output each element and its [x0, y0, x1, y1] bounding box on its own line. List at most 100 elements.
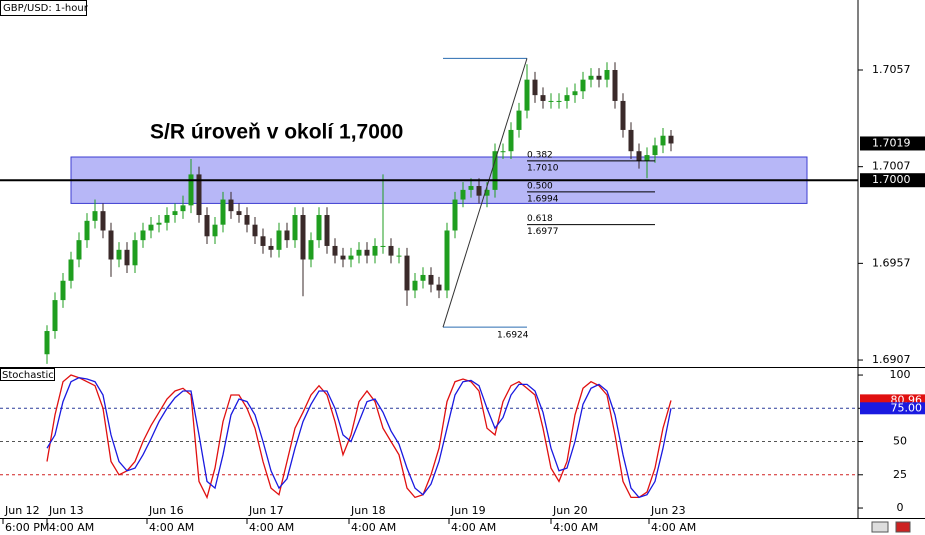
candle-body — [324, 215, 330, 246]
candle-body — [556, 100, 562, 102]
candle-body — [636, 151, 642, 161]
fib-price: 1.6977 — [527, 227, 559, 237]
title-box — [0, 0, 87, 16]
candle-body — [236, 211, 242, 216]
x-tick-label: 4:00 AM — [249, 521, 294, 534]
stoch-line — [46, 374, 672, 500]
x-tick-label: Jun 16 — [148, 504, 184, 517]
candle-body — [420, 274, 426, 281]
price-box-label: 1.7000 — [872, 173, 911, 186]
candle-body — [460, 189, 466, 200]
x-tick-label: 4:00 AM — [351, 521, 396, 534]
candle-body — [612, 69, 618, 101]
value-box-label: 75.00 — [891, 401, 923, 414]
price-box — [860, 173, 925, 188]
y-tick-label: 0 — [897, 501, 904, 514]
candle-body — [516, 110, 522, 130]
chart-title: GBP/USD: 1-hour — [3, 3, 89, 14]
x-tick-label: Jun 19 — [450, 504, 486, 517]
y-tick-label: 1.7057 — [872, 63, 911, 76]
candle-body — [276, 230, 282, 250]
candle-body — [660, 135, 666, 146]
candle-body — [68, 259, 74, 281]
fib-low-label: 1.6924 — [497, 331, 529, 341]
candle-body — [308, 240, 314, 260]
candle-body — [492, 151, 498, 190]
candle-body — [604, 69, 610, 80]
value-box — [860, 402, 925, 415]
candle-body — [228, 199, 234, 212]
candle-body — [268, 245, 274, 250]
candle-body — [332, 245, 338, 256]
candle-body — [396, 255, 402, 257]
icon[interactable] — [871, 521, 889, 533]
candle-body — [44, 331, 50, 355]
candle-body — [188, 174, 194, 206]
candle-body — [212, 224, 218, 237]
candle-body — [444, 230, 450, 291]
x-tick-label: 4:00 AM — [149, 521, 194, 534]
panel-title: Stochastic — [2, 370, 54, 381]
y-tick-label: 1.7007 — [872, 160, 911, 173]
candle-body — [244, 215, 250, 225]
candle-body — [628, 129, 634, 152]
candle-body — [484, 189, 490, 196]
candle-body — [644, 155, 650, 161]
candle-body — [100, 211, 106, 231]
x-tick-label: Jun 12 — [4, 504, 40, 517]
candle-body — [468, 186, 474, 190]
fib-ratio: 0.618 — [527, 214, 553, 224]
y-tick-label: 1.6907 — [872, 353, 911, 366]
candle-body — [652, 145, 658, 156]
price-box — [860, 136, 925, 151]
candle-body — [500, 151, 506, 153]
candle-body — [580, 79, 586, 92]
candle-body — [620, 100, 626, 130]
x-tick-label: Jun 23 — [650, 504, 686, 517]
annotation: S/R úroveň v okolí 1,7000 — [150, 121, 403, 144]
candle-body — [412, 280, 418, 291]
candle-body — [180, 205, 186, 212]
candle-body — [524, 79, 530, 111]
candle-body — [476, 186, 482, 196]
candle-body — [252, 224, 258, 237]
y-tick-label: 100 — [890, 368, 911, 381]
candle-body — [540, 95, 546, 101]
candle-body — [116, 249, 122, 260]
icon[interactable] — [895, 521, 911, 533]
title-box — [0, 368, 55, 381]
candle-body — [172, 211, 178, 216]
last-price-label: 1.7019 — [872, 136, 911, 149]
candle-body — [380, 245, 386, 247]
candle-body — [340, 255, 346, 260]
candle-body — [284, 230, 290, 241]
x-tick-label: Jun 17 — [248, 504, 284, 517]
candle-body — [60, 280, 66, 301]
candle-body — [76, 240, 82, 260]
x-tick-label: 4:00 AM — [49, 521, 94, 534]
fib-price: 1.6994 — [527, 194, 559, 204]
candle-body — [124, 249, 130, 266]
x-tick-label: Jun 18 — [350, 504, 386, 517]
stoch-line — [46, 377, 672, 499]
candle-body — [140, 230, 146, 241]
candle-body — [148, 224, 154, 231]
y-tick-label: 1.6957 — [872, 256, 911, 269]
candle-body — [588, 75, 594, 80]
candle-body — [196, 174, 202, 216]
candle-body — [260, 236, 266, 246]
candle-body — [92, 211, 98, 221]
candle-body — [348, 255, 354, 260]
candle-body — [108, 230, 114, 260]
candle-body — [572, 91, 578, 96]
candle-body — [668, 135, 674, 144]
y-tick-label: 25 — [893, 468, 907, 481]
candle-body — [372, 245, 378, 256]
candle-body — [52, 300, 58, 332]
y-tick-label: 50 — [893, 435, 907, 448]
x-tick-label: 4:00 AM — [651, 521, 696, 534]
candle-body — [508, 129, 514, 152]
candle-body — [436, 284, 442, 291]
candle-body — [220, 199, 226, 225]
